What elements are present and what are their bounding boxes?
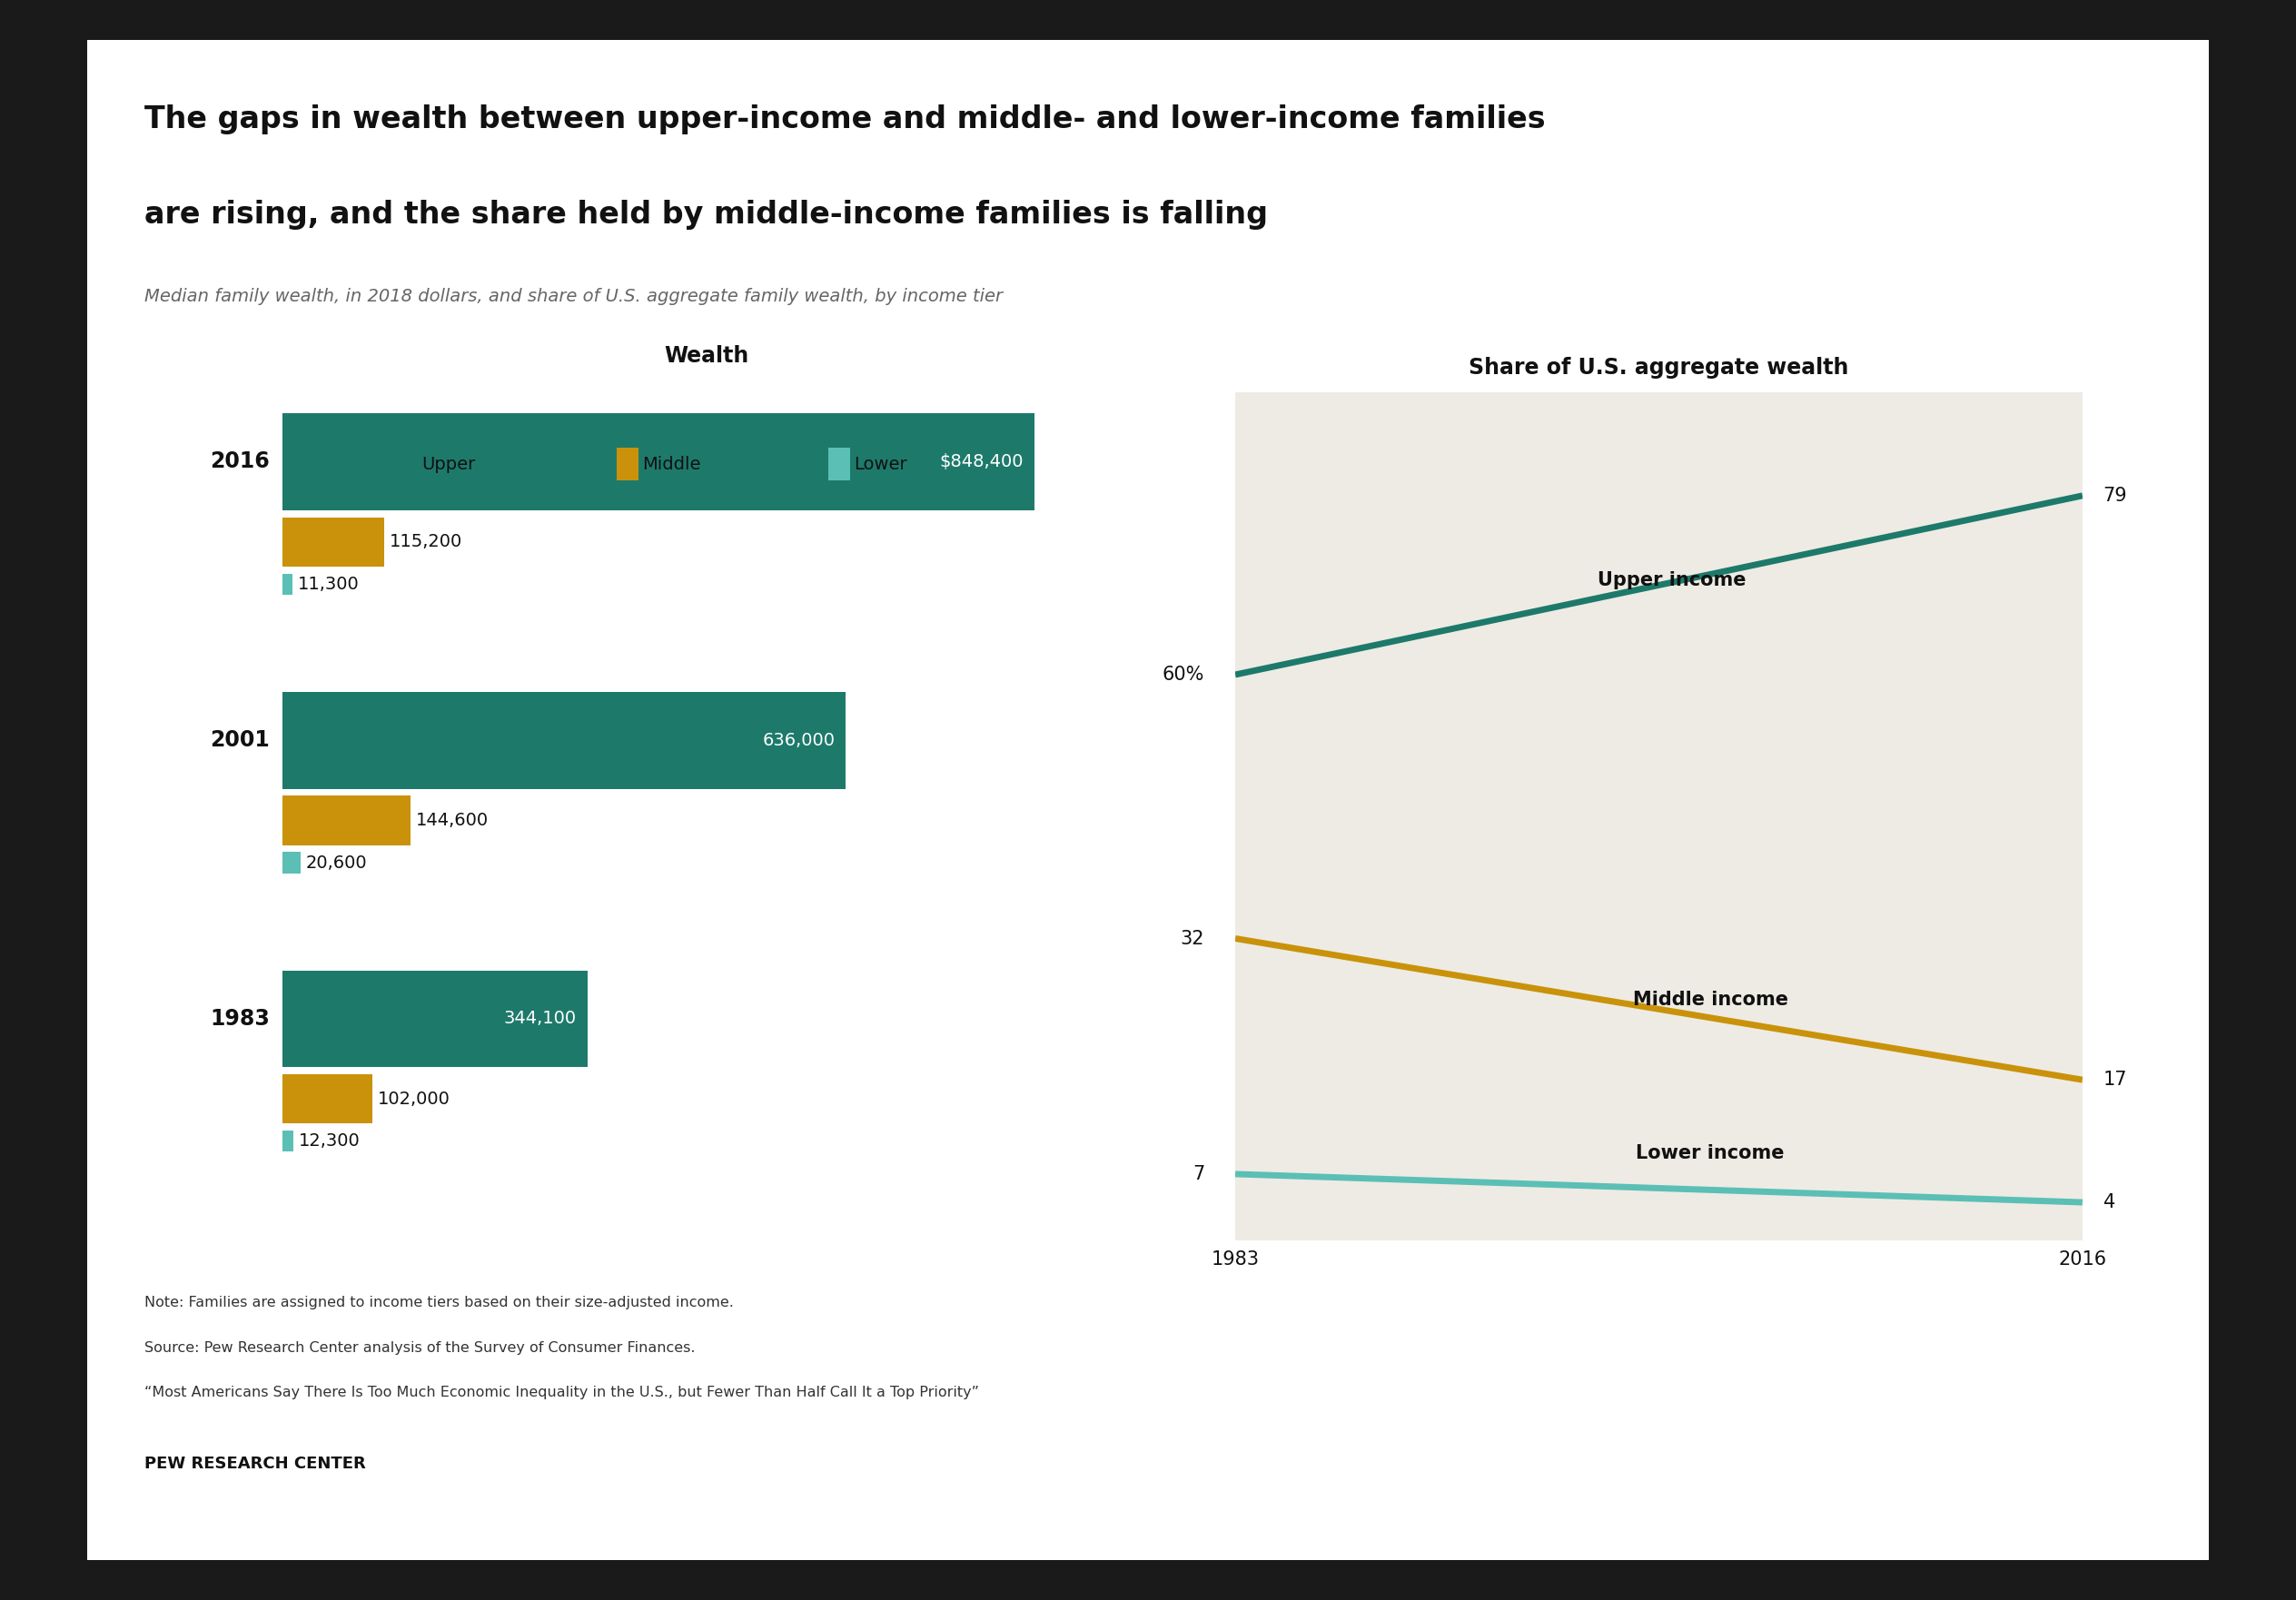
Text: Upper: Upper <box>422 456 475 472</box>
Text: 79: 79 <box>2103 486 2126 504</box>
Text: 1983: 1983 <box>209 1008 269 1030</box>
Text: Middle income: Middle income <box>1632 990 1789 1010</box>
Text: Lower: Lower <box>854 456 907 472</box>
Text: 2001: 2001 <box>209 730 269 750</box>
Text: 2016: 2016 <box>209 451 269 472</box>
Bar <box>282 1074 372 1123</box>
Text: 4: 4 <box>2103 1194 2115 1211</box>
Text: 344,100: 344,100 <box>503 1010 576 1027</box>
Text: 144,600: 144,600 <box>416 811 489 829</box>
FancyBboxPatch shape <box>618 448 638 480</box>
Text: Source: Pew Research Center analysis of the Survey of Consumer Finances.: Source: Pew Research Center analysis of … <box>145 1341 696 1355</box>
Text: 11,300: 11,300 <box>298 576 358 592</box>
Text: PEW RESEARCH CENTER: PEW RESEARCH CENTER <box>145 1456 365 1472</box>
FancyBboxPatch shape <box>829 448 850 480</box>
Text: The gaps in wealth between upper-income and middle- and lower-income families: The gaps in wealth between upper-income … <box>145 104 1545 134</box>
Text: 115,200: 115,200 <box>390 533 464 550</box>
Text: $848,400: $848,400 <box>939 453 1024 470</box>
Bar <box>282 795 411 845</box>
Title: Share of U.S. aggregate wealth: Share of U.S. aggregate wealth <box>1469 357 1848 379</box>
Text: Middle: Middle <box>643 456 700 472</box>
Bar <box>282 573 292 595</box>
FancyBboxPatch shape <box>397 448 418 480</box>
Text: 60%: 60% <box>1162 666 1205 683</box>
Bar <box>282 517 383 566</box>
Text: 20,600: 20,600 <box>305 854 367 872</box>
Text: Note: Families are assigned to income tiers based on their size-adjusted income.: Note: Families are assigned to income ti… <box>145 1296 735 1310</box>
Text: Wealth: Wealth <box>664 344 748 366</box>
Bar <box>282 853 301 874</box>
Text: are rising, and the share held by middle-income families is falling: are rising, and the share held by middle… <box>145 200 1267 230</box>
Text: “Most Americans Say There Is Too Much Economic Inequality in the U.S., but Fewer: “Most Americans Say There Is Too Much Ec… <box>145 1386 980 1400</box>
Text: 12,300: 12,300 <box>298 1133 360 1150</box>
Text: 102,000: 102,000 <box>379 1090 450 1107</box>
Text: Median family wealth, in 2018 dollars, and share of U.S. aggregate family wealth: Median family wealth, in 2018 dollars, a… <box>145 288 1003 306</box>
Text: 7: 7 <box>1192 1165 1205 1182</box>
Text: Lower income: Lower income <box>1637 1144 1784 1162</box>
Bar <box>282 691 845 789</box>
Bar <box>282 1131 294 1152</box>
Bar <box>282 413 1033 510</box>
Text: 32: 32 <box>1180 930 1205 947</box>
Text: Upper income: Upper income <box>1598 571 1745 589</box>
Text: 17: 17 <box>2103 1070 2126 1090</box>
Text: 636,000: 636,000 <box>762 731 836 749</box>
Bar <box>282 970 588 1067</box>
